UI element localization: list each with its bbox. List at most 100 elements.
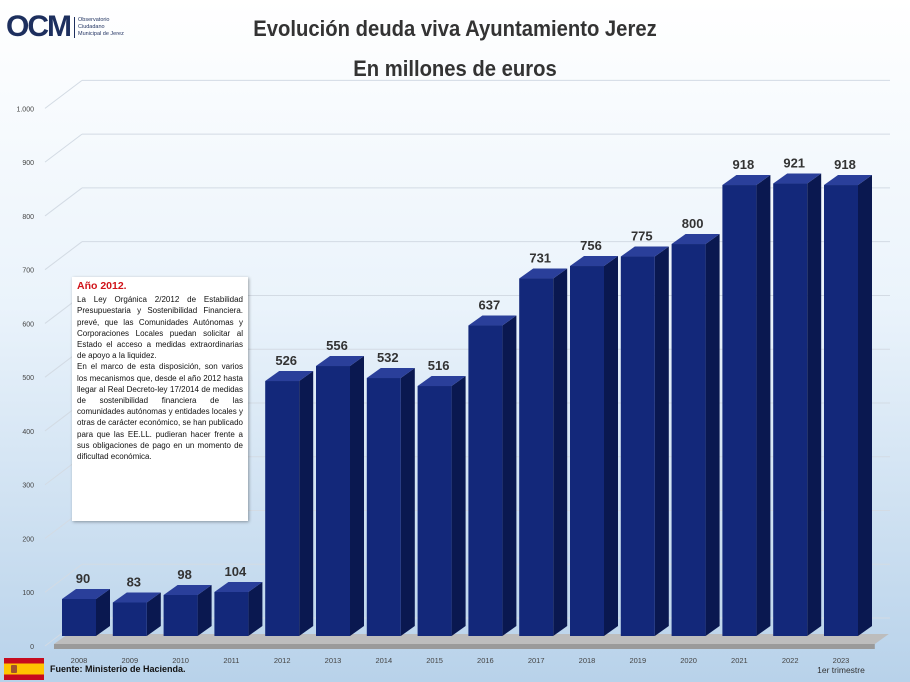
y-tick-label: 100 [22,590,34,597]
y-tick-label: 700 [22,268,34,275]
chart-title: Evolución deuda viva Ayuntamiento Jerez [253,16,657,41]
bar-top [214,582,263,593]
annotation-paragraph: La Ley Orgánica 2/2012 de Estabilidad Pr… [77,295,243,361]
ocm-logo: OCM Observatorio Ciudadano Municipal de … [6,12,128,42]
bar-top [671,234,720,245]
bar-side [248,582,263,636]
x-tick-label: 2020 [680,656,697,665]
data-label: 556 [326,338,348,353]
x-tick-label: 2011 [223,656,239,665]
bar [112,602,147,636]
bar [722,185,757,637]
chart-subtitle: En millones de euros [353,56,557,81]
y-tick-label: 600 [22,321,34,328]
logo-text: Observatorio Ciudadano Municipal de Jere… [74,16,128,38]
x-tick-label: 2014 [375,656,392,665]
bar-side [858,175,872,637]
chart-floor-edge [54,644,875,649]
x-tick-label: 2010 [172,656,189,665]
x-tick-label: 2015 [426,656,443,665]
bar-side [96,589,110,636]
gridline-diagonal [44,241,83,271]
annotation-paragraph: En el marco de esta disposición, son var… [77,362,243,462]
bar-side [146,592,161,636]
bar [519,278,554,636]
bar [468,325,503,636]
x-tick-label: 2023 [833,656,850,665]
bar-side [807,173,822,636]
data-label: 918 [733,157,755,172]
bar-top [366,368,415,379]
chart-floor [54,634,889,644]
y-tick-label: 0 [30,644,34,651]
annotation-box: Año 2012. La Ley Orgánica 2/2012 de Esta… [72,277,248,521]
x-tick-label: 2021 [731,656,748,665]
bar-side [654,246,669,637]
bar [620,256,655,636]
bar [62,599,96,636]
bar [366,378,401,636]
bar-top [265,371,314,382]
gridline-diagonal [44,80,83,109]
y-tick-label: 900 [22,160,34,167]
bar-top [824,175,872,186]
logo-line: Municipal de Jerez [78,30,124,37]
bar-top [163,585,212,596]
bar-side [350,356,364,636]
bar-top [468,315,517,326]
gridline-diagonal [44,563,83,593]
bar-side [400,368,415,636]
bar [671,244,706,636]
data-label: 98 [177,567,191,582]
x-tick-label: 2022 [782,656,799,665]
bar [316,366,350,636]
y-tick-label: 300 [22,483,34,490]
bar-top [62,589,110,600]
x-tick-label: 2008 [71,656,88,665]
bar-top [722,175,771,186]
bar [214,592,249,636]
x-tick-label: 2016 [477,656,494,665]
bar-top [620,246,669,257]
data-label: 800 [682,216,704,231]
data-label: 83 [127,575,141,590]
bar-side [604,256,618,636]
logo-mark: OCM [6,10,72,43]
annotation-title: Año 2012. [77,280,127,292]
x-tick-label: 2012 [274,656,291,665]
source-label: Fuente: Ministerio de Hacienda. [50,664,186,674]
gridline-diagonal [44,133,83,163]
x-tick-label: 2013 [325,656,342,665]
logo-line: Observatorio [78,16,110,23]
bar-side [705,234,720,636]
bar-side [756,175,771,637]
y-tick-label: 800 [22,214,34,221]
bar-top [112,592,161,603]
y-tick-label: 500 [22,375,34,382]
data-label: 756 [580,238,602,253]
bar-side [502,315,517,636]
y-tick-label: 200 [22,536,34,543]
x-tick-label: 2018 [579,656,596,665]
data-label: 104 [225,564,247,579]
x-tick-label: 2017 [528,656,545,665]
data-label: 921 [783,156,805,171]
bar-side [553,268,568,636]
bar-top [519,268,568,279]
bar [163,595,198,636]
bar-top [417,376,466,387]
y-tick-label: 1.000 [16,106,34,113]
bar [570,266,604,636]
bar-side [299,371,314,636]
data-label: 90 [76,571,90,586]
footer: Fuente: Ministerio de Hacienda. [0,656,910,682]
y-tick-label: 400 [22,429,34,436]
data-label: 731 [529,251,551,266]
bar [417,386,452,636]
bar-top [570,256,618,267]
x-tick-label: 2019 [629,656,646,665]
bar-top [316,356,364,367]
bar-side [197,585,212,636]
x-tick-sublabel: 1er trimestre [817,665,865,675]
data-label: 775 [631,229,653,244]
